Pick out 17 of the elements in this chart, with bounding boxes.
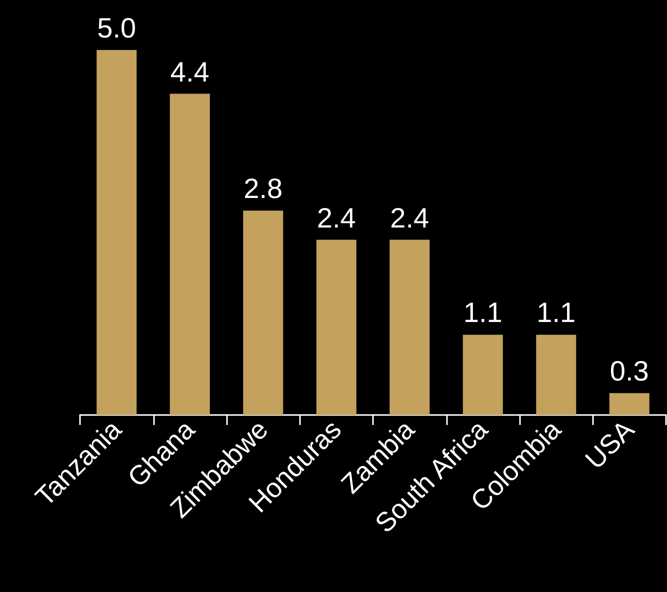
x-tick-label: USA xyxy=(580,414,640,475)
data-label: 4.4 xyxy=(170,56,210,88)
bar xyxy=(536,334,576,415)
bar xyxy=(390,240,430,415)
bar xyxy=(170,94,210,415)
data-label: 2.8 xyxy=(244,173,283,204)
bar xyxy=(96,50,137,415)
data-label: 5.0 xyxy=(97,12,136,44)
data-label: 2.4 xyxy=(316,202,356,234)
bar xyxy=(243,210,284,415)
data-label: 0.3 xyxy=(610,356,649,387)
data-label: 2.4 xyxy=(390,202,430,234)
data-label: 1.1 xyxy=(536,297,576,328)
bar xyxy=(462,334,503,415)
bar xyxy=(609,393,650,415)
bar xyxy=(316,240,356,415)
data-label: 1.1 xyxy=(463,297,502,328)
